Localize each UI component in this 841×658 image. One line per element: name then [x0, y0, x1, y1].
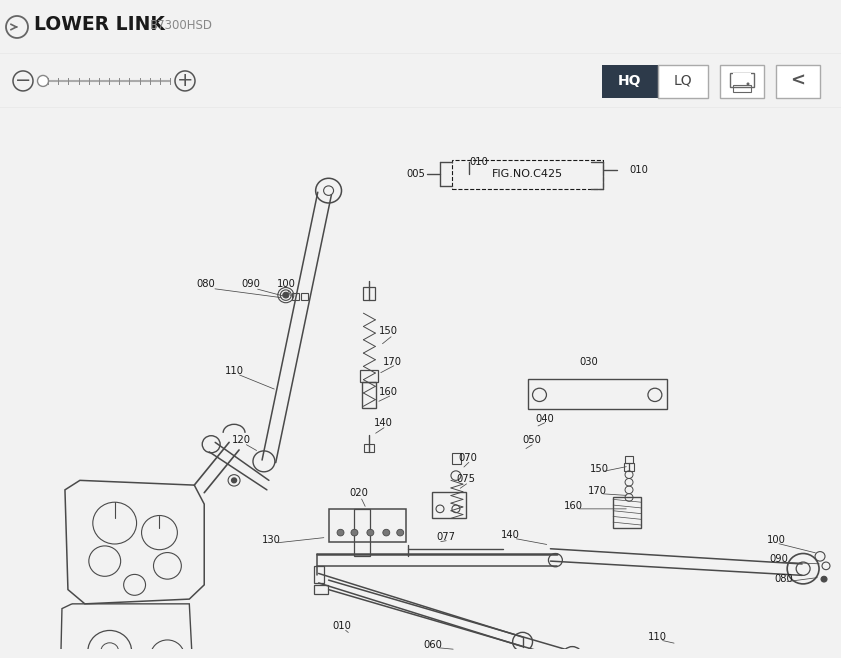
Bar [452, 161, 603, 189]
Text: 030: 030 [579, 357, 599, 367]
Bar [362, 382, 376, 408]
Text: 075: 075 [457, 474, 475, 484]
Bar [733, 73, 751, 81]
Text: 110: 110 [648, 632, 666, 642]
Text: B7300HSD: B7300HSD [150, 20, 213, 32]
Circle shape [383, 529, 389, 536]
Bar [329, 509, 406, 542]
Text: 070: 070 [458, 453, 478, 463]
Text: 170: 170 [588, 486, 606, 496]
FancyBboxPatch shape [602, 65, 658, 98]
Text: 160: 160 [378, 387, 398, 397]
Text: 150: 150 [378, 326, 398, 336]
Text: 120: 120 [231, 436, 251, 445]
Text: 150: 150 [590, 464, 609, 474]
Circle shape [337, 529, 344, 536]
Text: 160: 160 [563, 501, 583, 511]
Bar [452, 453, 461, 464]
Text: 140: 140 [374, 418, 393, 428]
Text: 010: 010 [470, 157, 489, 167]
Text: 060: 060 [424, 640, 442, 649]
Text: 080: 080 [197, 279, 215, 289]
Bar [354, 509, 370, 557]
Bar [314, 585, 328, 594]
Text: 080: 080 [775, 574, 794, 584]
Text: FIG.NO.C425: FIG.NO.C425 [492, 168, 563, 178]
Text: 130: 130 [262, 535, 280, 545]
FancyBboxPatch shape [658, 65, 708, 98]
Text: 110: 110 [225, 366, 244, 376]
Bar [625, 455, 633, 463]
Text: HQ: HQ [618, 74, 642, 88]
Text: +: + [177, 72, 193, 90]
Circle shape [231, 478, 236, 483]
Text: 090: 090 [241, 279, 261, 289]
Text: 010: 010 [332, 620, 351, 631]
Text: <: < [791, 72, 806, 90]
Bar [301, 293, 308, 300]
Bar [730, 73, 754, 87]
Bar [527, 379, 667, 409]
Bar [292, 293, 299, 300]
Bar [624, 463, 634, 471]
Text: 010: 010 [629, 164, 648, 175]
Bar [733, 85, 751, 92]
Bar [361, 370, 378, 382]
Bar [314, 566, 324, 583]
Text: 090: 090 [770, 554, 789, 564]
Bar [432, 492, 466, 519]
FancyBboxPatch shape [720, 65, 764, 98]
Text: 140: 140 [501, 530, 520, 540]
Circle shape [283, 292, 288, 298]
Text: 020: 020 [349, 488, 368, 497]
Text: 040: 040 [535, 414, 554, 424]
Text: LQ: LQ [674, 74, 692, 88]
Text: 005: 005 [406, 168, 425, 178]
Text: 170: 170 [383, 357, 402, 367]
Circle shape [397, 529, 404, 536]
Text: 077: 077 [436, 532, 456, 542]
Circle shape [351, 529, 358, 536]
Text: −: − [15, 72, 31, 90]
Circle shape [747, 82, 749, 86]
Circle shape [38, 76, 49, 86]
Bar [363, 287, 375, 300]
Bar [364, 444, 374, 452]
Text: 100: 100 [767, 535, 785, 545]
Text: 050: 050 [522, 436, 541, 445]
Circle shape [821, 576, 827, 582]
Text: 100: 100 [278, 279, 296, 289]
Circle shape [367, 529, 374, 536]
Bar [613, 497, 641, 528]
Text: LOWER LINK: LOWER LINK [34, 16, 165, 34]
FancyBboxPatch shape [776, 65, 820, 98]
